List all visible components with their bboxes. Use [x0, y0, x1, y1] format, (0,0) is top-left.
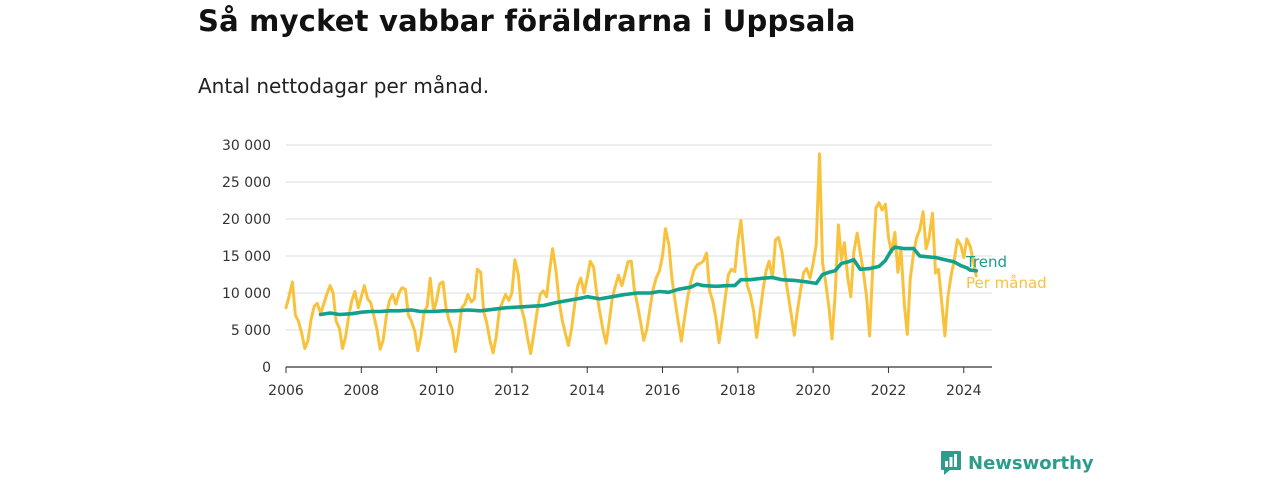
- y-tick-label: 0: [262, 360, 271, 376]
- y-tick-label: 10 000: [222, 286, 271, 302]
- series-group: [284, 152, 978, 356]
- y-tick-label: 15 000: [222, 249, 271, 265]
- series-line-trend: [318, 245, 978, 317]
- grid: [286, 144, 992, 331]
- brand-name: Newsworthy: [968, 452, 1094, 474]
- series-label-per-manad: Per månad: [966, 274, 1047, 292]
- x-tick-label: 2024: [946, 383, 982, 399]
- x-tick-label: 2006: [268, 383, 304, 399]
- x-tick-label: 2016: [645, 383, 681, 399]
- x-tick-label: 2010: [419, 383, 455, 399]
- x-tick-label: 2012: [494, 383, 530, 399]
- series-line-per-m-nad: [284, 152, 978, 356]
- x-tick-label: 2018: [720, 383, 756, 399]
- x-tick-label: 2022: [871, 383, 907, 399]
- newsworthy-logo[interactable]: Newsworthy: [940, 450, 1094, 476]
- chart-subtitle: Antal nettodagar per månad.: [198, 74, 490, 98]
- x-tick-label: 2008: [343, 383, 379, 399]
- y-tick-label: 5 000: [231, 323, 271, 339]
- series-labels: Trend Per månad: [965, 253, 1047, 292]
- series-label-trend: Trend: [965, 253, 1007, 271]
- bar-chart-bubble-icon: [941, 451, 961, 475]
- y-tick-label: 25 000: [222, 175, 271, 191]
- axes: 0 5 000 10 000 15 000 20 000 25 000 30 000 2006…: [222, 138, 992, 399]
- x-tick-label: 2014: [569, 383, 605, 399]
- y-tick-label: 30 000: [222, 138, 271, 154]
- chart-title: Så mycket vabbar föräldrarna i Uppsala: [198, 4, 856, 38]
- x-tick-label: 2020: [795, 383, 831, 399]
- y-tick-label: 20 000: [222, 212, 271, 228]
